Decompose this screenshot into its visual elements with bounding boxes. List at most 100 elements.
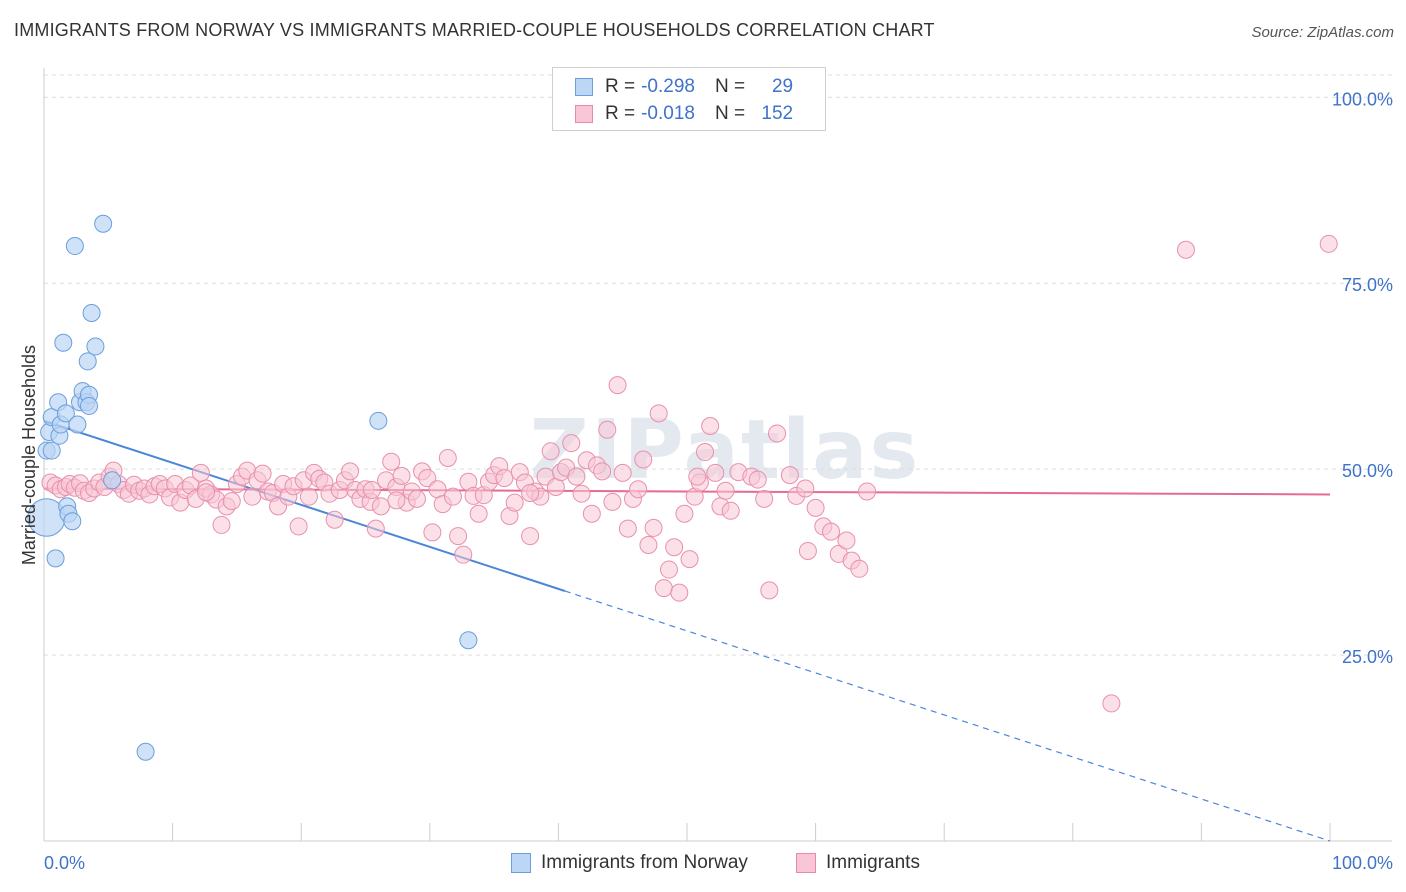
immigrants-point: [521, 527, 540, 546]
y-axis-label: Married-couple Households: [19, 345, 39, 565]
immigrants-point: [659, 560, 678, 579]
immigrants-point: [675, 504, 694, 523]
immigrants-point: [505, 493, 524, 512]
n-value: 29: [771, 76, 794, 97]
immigrants-point: [618, 519, 637, 538]
r-label: R =: [605, 103, 636, 124]
immigrants-point: [191, 463, 210, 482]
norway-legend-label: Immigrants from Norway: [541, 852, 748, 873]
immigrants-point: [253, 464, 272, 483]
immigrants-point: [572, 484, 591, 503]
r-value: -0.018: [641, 103, 695, 124]
y-tick-label: 50.0%: [1342, 461, 1393, 481]
immigrants-point: [670, 583, 689, 602]
immigrants-point: [423, 523, 442, 542]
norway-point: [369, 411, 388, 430]
r-label: R =: [605, 76, 636, 97]
n-label: N =: [714, 76, 746, 97]
immigrants-point: [639, 536, 658, 555]
y-tick-label: 75.0%: [1342, 275, 1393, 295]
immigrants-trendline: [43, 487, 1331, 496]
norway-point: [86, 337, 105, 356]
legend-row-immigrants: R = -0.018 N = 152: [575, 101, 793, 127]
immigrants-point: [1319, 234, 1338, 253]
immigrants-point: [716, 481, 735, 500]
immigrants-point: [822, 522, 841, 541]
immigrants-point: [197, 483, 216, 502]
immigrants-point: [567, 467, 586, 486]
norway-point: [42, 441, 61, 460]
norway-point: [63, 512, 82, 531]
immigrants-point: [806, 498, 825, 517]
norway-trendline: [43, 419, 566, 592]
norway-point: [136, 742, 155, 761]
immigrants-point: [521, 483, 540, 502]
immigrants-point: [613, 463, 632, 482]
immigrants-point: [325, 510, 344, 529]
x-tick-label-left: 0.0%: [44, 853, 85, 873]
immigrants-point: [798, 541, 817, 560]
immigrants-point: [768, 424, 787, 443]
immigrants-point: [449, 527, 468, 546]
immigrants-point: [665, 538, 684, 557]
n-label: N =: [714, 103, 746, 124]
correlation-legend: R = -0.298 N = 29 R = -0.018 N = 152: [552, 67, 826, 131]
immigrants-point: [634, 450, 653, 469]
immigrants-point: [721, 501, 740, 520]
immigrants-point: [603, 492, 622, 511]
immigrants-point: [629, 480, 648, 499]
immigrants-point: [212, 515, 231, 534]
immigrants-point: [748, 470, 767, 489]
immigrants-point: [1102, 694, 1121, 713]
immigrants-legend-label: Immigrants: [826, 852, 920, 873]
immigrants-point: [562, 434, 581, 453]
immigrants-point: [407, 489, 426, 508]
immigrants-point: [392, 466, 411, 485]
immigrants-point: [649, 404, 668, 423]
immigrants-point: [696, 443, 715, 462]
immigrants-point: [299, 487, 318, 506]
norway-point: [459, 631, 478, 650]
immigrants-point: [760, 581, 779, 600]
immigrants-point: [443, 487, 462, 506]
immigrants-point: [387, 491, 406, 510]
norway-point: [82, 303, 101, 322]
immigrants-point: [701, 417, 720, 436]
norway-point: [103, 471, 122, 490]
immigrants-point: [706, 463, 725, 482]
immigrants-point: [850, 559, 869, 578]
immigrants-point: [243, 487, 262, 506]
source-label: Source: ZipAtlas.com: [1251, 24, 1394, 41]
immigrants-point: [454, 545, 473, 564]
norway-trendline-extension: [564, 590, 1331, 842]
immigrants-point: [495, 469, 514, 488]
norway-point: [46, 549, 65, 568]
immigrants-point: [382, 452, 401, 471]
x-tick-label-right: 100.0%: [1332, 853, 1393, 873]
immigrants-point: [858, 482, 877, 501]
immigrants-point: [341, 462, 360, 481]
norway-point: [68, 415, 87, 434]
norway-point: [78, 352, 97, 371]
immigrants-point: [469, 504, 488, 523]
n-value: 152: [761, 103, 794, 124]
immigrants-point: [418, 469, 437, 488]
immigrants-point: [837, 531, 856, 550]
norway-point: [94, 214, 113, 233]
immigrants-point: [593, 462, 612, 481]
r-value: -0.298: [641, 76, 695, 97]
norway-point: [54, 333, 73, 352]
immigrants-point: [608, 376, 627, 395]
immigrants-point: [438, 449, 457, 467]
immigrants-point: [780, 466, 799, 485]
chart-title: IMMIGRANTS FROM NORWAY VS IMMIGRANTS MAR…: [14, 20, 935, 40]
immigrants-point: [654, 579, 673, 598]
immigrants-swatch: [575, 105, 593, 123]
immigrants-point: [582, 504, 601, 523]
immigrants-point: [680, 550, 699, 569]
immigrants-point: [541, 442, 560, 461]
norway-swatch: [575, 78, 593, 96]
immigrants-point: [222, 492, 241, 511]
immigrants-point: [366, 519, 385, 538]
